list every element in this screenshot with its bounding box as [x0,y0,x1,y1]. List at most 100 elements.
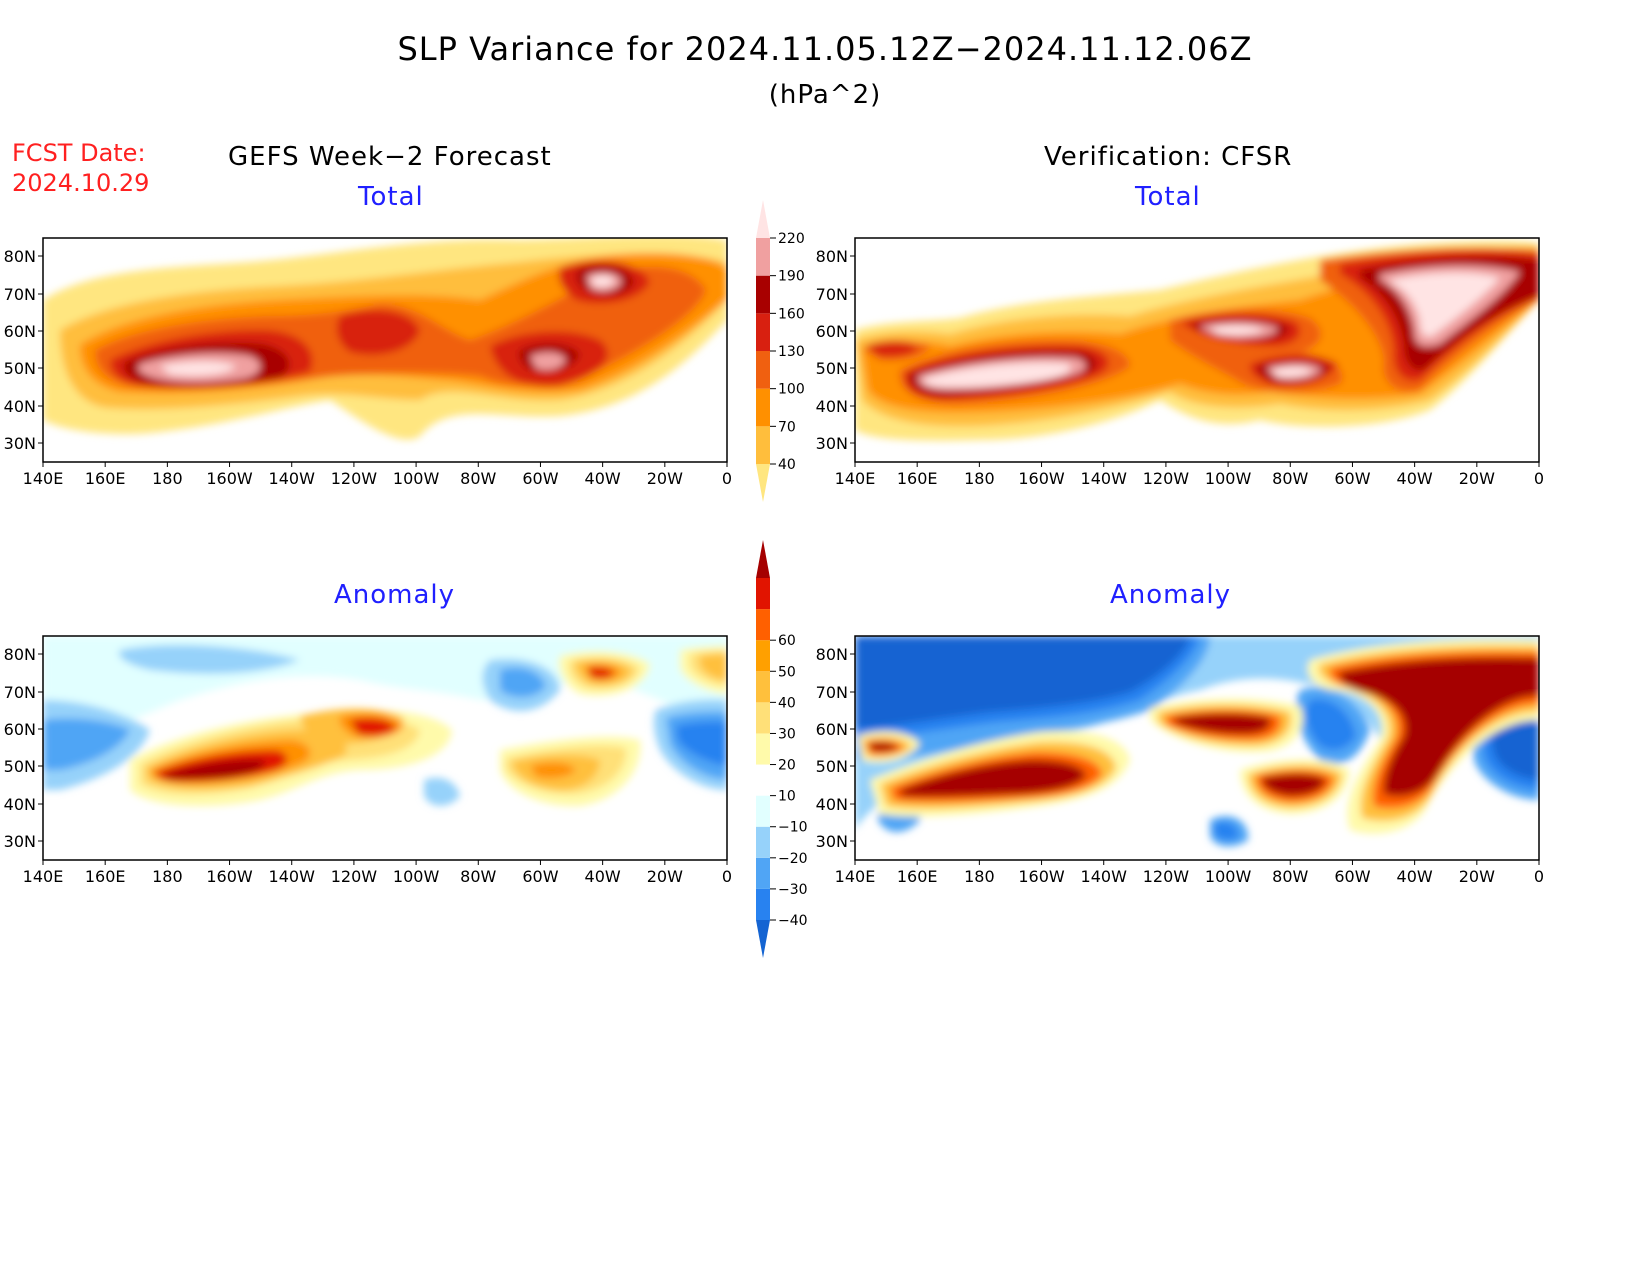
lon-tick-label: 60W [1334,469,1370,488]
lat-tick-label: 30N [4,434,36,453]
total-colorbar-swatch [756,464,770,502]
lat-tick-label: 50N [4,757,36,776]
verification-anomaly-map [854,635,1540,861]
lat-tick-label: 80N [4,247,36,266]
lon-tick-label: 160W [1018,867,1065,886]
anomaly-colorbar-label: −10 [778,820,808,836]
lon-tick-label: 140E [23,469,64,488]
lon-tick-label: 160W [1018,469,1065,488]
forecast-anomaly-map [42,635,728,861]
anomaly-colorbar: −40 −30 −20 −10 10 20 30 40 50 60 [756,540,808,958]
lat-tick-label: 70N [816,285,848,304]
lon-tick-label: 120W [1143,867,1190,886]
lon-tick-label: 40W [1397,469,1433,488]
lon-tick-label: 180 [964,469,995,488]
anomaly-colorbar-swatch [756,733,770,765]
lon-tick-label: 160E [897,867,938,886]
lat-tick-label: 50N [816,757,848,776]
lon-tick-label: 40W [585,469,621,488]
verification-total-shading [855,241,1539,441]
lat-tick-label: 50N [816,359,848,378]
lat-tick-label: 30N [4,832,36,851]
lon-tick-label: 140W [1081,867,1128,886]
lon-tick-label: 160W [206,469,253,488]
anomaly-colorbar-label: 20 [778,758,796,774]
lon-tick-label: 0 [1534,469,1544,488]
forecast-date-value: 2024.10.29 [12,169,150,197]
lon-tick-label: 160W [206,867,253,886]
lat-tick-label: 40N [816,795,848,814]
total-colorbar-label: 130 [778,344,805,360]
anomaly-colorbar-swatch [756,764,770,796]
forecast-date: FCST Date: 2024.10.29 [12,138,149,198]
lat-tick-label: 70N [4,683,36,702]
anomaly-colorbar-swatch [756,671,770,703]
panel-verification-anomaly-subtitle: Anomaly [1110,580,1232,610]
anomaly-colorbar-swatch [756,857,770,889]
total-colorbar-label: 40 [778,457,796,473]
lon-tick-label: 140E [835,469,876,488]
lat-tick-label: 60N [816,720,848,739]
forecast-date-label: FCST Date: [12,139,146,167]
total-colorbar: 40 70 100 130 160 190 220 [756,200,805,502]
anomaly-colorbar-swatch [756,640,770,672]
lon-tick-label: 100W [1205,867,1252,886]
map-axes: 140E 160E 180 160W 140W 120W 100W 80W 60W 40W 20W 0… [4,247,1544,886]
lat-tick-label: 50N [4,359,36,378]
anomaly-colorbar-label: 30 [778,726,796,742]
lon-tick-label: 140W [269,469,316,488]
lon-tick-label: 60W [1334,867,1370,886]
anomaly-colorbar-swatch [756,540,770,578]
lat-tick-label: 80N [816,645,848,664]
panel-forecast-total-subtitle: Total [358,182,424,212]
anomaly-colorbar-label: 40 [778,695,796,711]
anomaly-colorbar-label: −40 [778,913,808,929]
lon-tick-label: 140W [1081,469,1128,488]
lon-tick-label: 60W [522,867,558,886]
anomaly-colorbar-swatch [756,888,770,920]
lon-tick-label: 100W [393,867,440,886]
lon-tick-label: 0 [1534,867,1544,886]
total-colorbar-swatch [756,426,770,464]
anomaly-colorbar-label: −20 [778,851,808,867]
forecast-anomaly-shading [43,636,727,807]
lat-tick-label: 70N [4,285,36,304]
anomaly-colorbar-swatch [756,795,770,827]
lon-tick-label: 20W [647,469,683,488]
anomaly-colorbar-swatch [756,920,770,958]
lat-tick-label: 60N [816,322,848,341]
lon-tick-label: 100W [1205,469,1252,488]
lon-tick-label: 140E [835,867,876,886]
lon-tick-label: 20W [647,867,683,886]
lon-tick-label: 160E [85,867,126,886]
lon-tick-label: 20W [1459,469,1495,488]
total-colorbar-label: 220 [778,231,805,247]
total-colorbar-swatch [756,388,770,427]
verification-anomaly-shading [855,636,1539,847]
page-title: SLP Variance for 2024.11.05.12Z−2024.11.… [397,30,1253,68]
lon-tick-label: 120W [1143,469,1190,488]
forecast-total-map [42,237,728,463]
lon-tick-label: 80W [460,469,496,488]
lat-tick-label: 80N [4,645,36,664]
anomaly-colorbar-label: −30 [778,882,808,898]
total-colorbar-swatch [756,238,770,276]
anomaly-colorbar-label: 50 [778,664,796,680]
verification-total-map [854,237,1540,463]
lon-tick-label: 140W [269,867,316,886]
forecast-total-shading [43,238,727,440]
lat-tick-label: 80N [816,247,848,266]
lon-tick-label: 160E [897,469,938,488]
lon-tick-label: 80W [460,867,496,886]
total-colorbar-label: 190 [778,269,805,285]
lon-tick-label: 0 [722,469,732,488]
lon-tick-label: 140E [23,867,64,886]
anomaly-colorbar-label: 60 [778,633,796,649]
lon-tick-label: 160E [85,469,126,488]
lon-tick-label: 80W [1272,469,1308,488]
lat-tick-label: 40N [4,397,36,416]
lon-tick-label: 0 [722,867,732,886]
lon-tick-label: 120W [331,469,378,488]
anomaly-colorbar-swatch [756,826,770,858]
